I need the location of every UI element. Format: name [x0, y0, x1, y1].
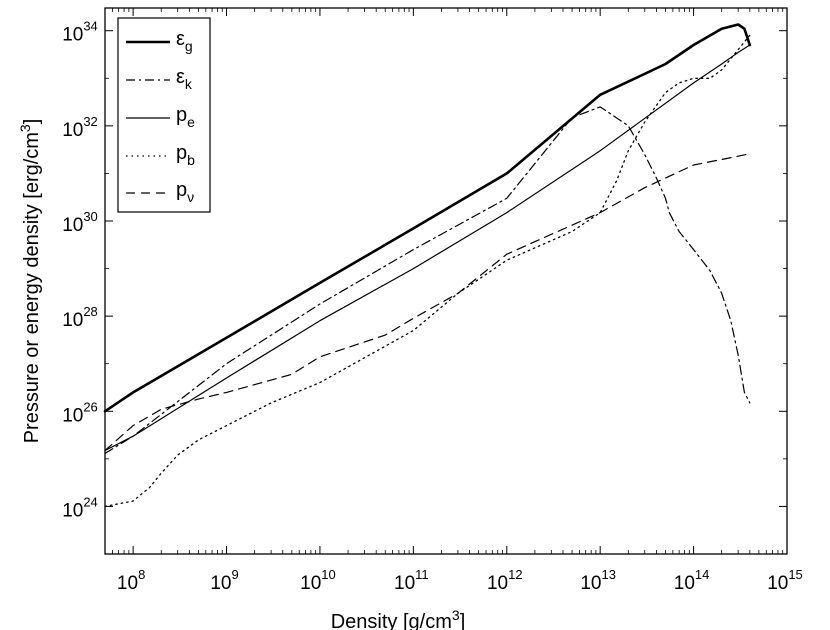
legend-label-5: pν	[176, 179, 194, 205]
legend: εg εk pe pb pν	[117, 17, 211, 213]
x-tick-label-6: 1013	[580, 567, 616, 594]
series-layer	[103, 23, 752, 508]
legend-box	[117, 17, 211, 213]
y-tick-label-6: 1034	[62, 19, 98, 46]
x-tick-label-5: 1012	[487, 567, 523, 594]
legend-label-2: εk	[176, 66, 193, 92]
x-tick-label-8: 1015	[767, 567, 803, 594]
x-tick-label-7: 1014	[674, 567, 710, 594]
x-tick-label-2: 109	[210, 567, 238, 594]
y-tick-label-1: 1024	[62, 494, 98, 521]
y-tick-label-4: 1030	[62, 209, 98, 236]
legend-label-1: εg	[176, 28, 193, 54]
y-axis-label: Pressure or energy density [erg/cm3]	[17, 119, 43, 444]
y-tick-label-2: 1026	[62, 399, 98, 426]
series-line-4	[104, 34, 751, 508]
x-tick-label-1: 108	[117, 567, 145, 594]
legend-items: εg εk pe pb pν	[126, 28, 195, 205]
series-line-3	[104, 44, 751, 452]
x-tick-label-3: 1010	[300, 567, 336, 594]
series-line-1	[103, 23, 752, 413]
tick-layer: 108 109 1010 1011 1012 1013 1014 1015 1024 1026 10…	[62, 8, 803, 594]
plot-frame	[104, 7, 788, 555]
series-line-2	[104, 106, 751, 454]
series-line-5	[104, 153, 751, 452]
x-axis-label: Density [g/cm3]	[331, 607, 466, 630]
x-tick-label-4: 1011	[394, 567, 429, 594]
legend-label-4: pb	[176, 142, 195, 168]
y-tick-label-5: 1032	[62, 114, 98, 141]
y-tick-label-3: 1028	[62, 304, 98, 331]
legend-label-3: pe	[176, 104, 195, 130]
